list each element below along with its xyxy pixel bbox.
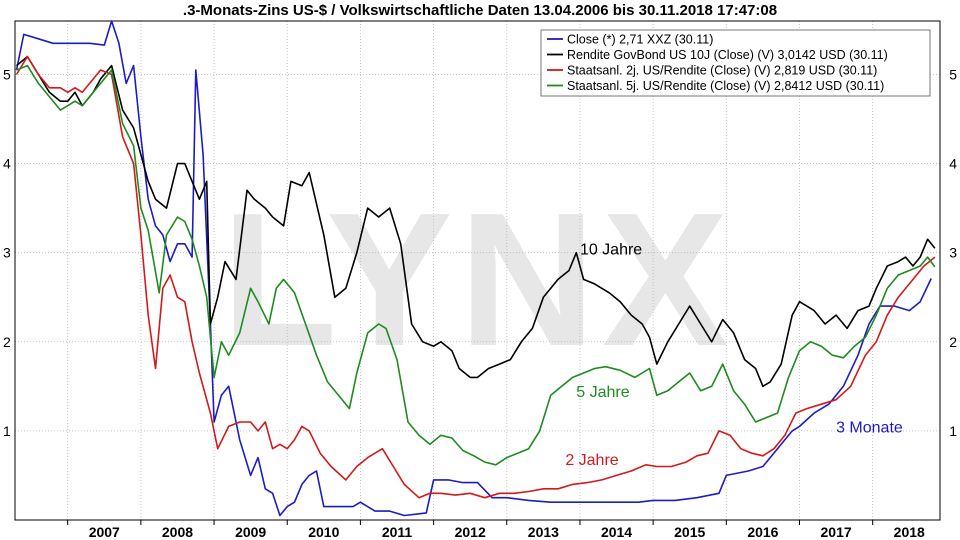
x-tick-label: 2013 (528, 524, 559, 540)
y-tick-label-left: 3 (3, 245, 11, 261)
x-tick-label: 2011 (382, 524, 413, 540)
x-tick-label: 2012 (455, 524, 486, 540)
x-tick-label: 2010 (308, 524, 339, 540)
x-tick-label: 2007 (89, 524, 120, 540)
y-tick-label-right: 5 (949, 66, 957, 82)
y-tick-label-right: 3 (949, 245, 957, 261)
y-tick-label-left: 4 (3, 156, 11, 172)
series-annotation: 2 Jahre (565, 452, 618, 469)
x-tick-label: 2015 (674, 524, 705, 540)
x-tick-label: 2008 (162, 524, 193, 540)
legend-entry: Close (*) 2,71 XXZ (30.11) (567, 33, 713, 47)
chart-title: .3-Monats-Zins US-$ / Volkswirtschaftlic… (183, 2, 777, 19)
y-tick-label-left: 1 (3, 423, 11, 439)
x-tick-label: 2009 (235, 524, 266, 540)
series-annotation: 10 Jahre (580, 241, 642, 258)
plot-frame (14, 20, 941, 521)
series-line-2 (15, 55, 936, 499)
series-annotation: 5 Jahre (576, 384, 629, 401)
y-tick-label-right: 2 (949, 334, 957, 350)
watermark-text: LYNX (221, 174, 734, 386)
series-annotation: 3 Monate (836, 420, 903, 437)
y-tick-label-left: 2 (3, 334, 11, 350)
legend-entry: Staatsanl. 5j. US/Rendite (Close) (V) 2,… (567, 79, 884, 93)
x-tick-label: 2017 (821, 524, 852, 540)
legend-entry: Staatsanl. 2j. US/Rendite (Close) (V) 2,… (567, 64, 877, 78)
y-tick-label-right: 1 (949, 423, 957, 439)
legend-box (540, 29, 931, 97)
x-tick-label: 2018 (894, 524, 925, 540)
series-line-0 (15, 20, 932, 517)
series-line-1 (15, 55, 936, 388)
y-tick-label-right: 4 (949, 156, 957, 172)
legend-entry: Rendite GovBond US 10J (Close) (V) 3,014… (567, 48, 888, 62)
series-line-3 (16, 64, 936, 466)
x-tick-label: 2016 (747, 524, 778, 540)
x-tick-label: 2014 (601, 524, 632, 540)
y-tick-label-left: 5 (3, 66, 11, 82)
